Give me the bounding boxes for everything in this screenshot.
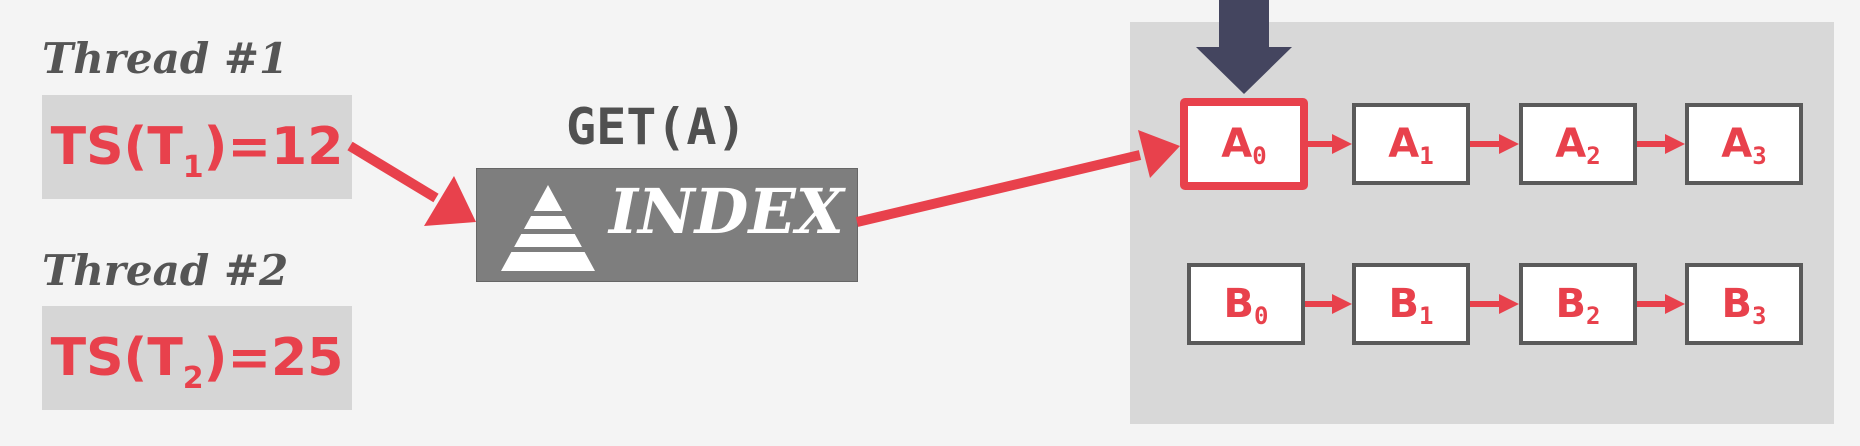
version-letter: B [1388,281,1420,327]
thread-1-label: Thread #1 [42,34,289,83]
version-letter: B [1721,281,1753,327]
index-box: INDEX [476,168,858,282]
ts-2-subscript: 2 [182,360,204,396]
ts-2-prefix: TS(T [50,328,183,388]
ts-2-suffix: )=25 [203,328,344,388]
thread-2-timestamp: TS(T 2)=25 [42,306,352,410]
version-letter: B [1223,281,1255,327]
thread-to-index-arrow-line [347,141,439,203]
thread-1-timestamp: TS(T 1)=12 [42,95,352,199]
version-subscript: 3 [1752,142,1767,170]
version-letter: B [1555,281,1587,327]
chain-arrowhead-a0-a1 [1332,134,1352,154]
get-operation-label: GET(A) [566,98,747,156]
version-letter: A [1555,121,1587,167]
version-letter: A [1721,121,1753,167]
index-to-a0-arrow-line [855,150,1142,227]
chain-arrowhead-b1-b2 [1499,294,1519,314]
version-subscript: 3 [1752,302,1767,330]
version-subscript: 2 [1586,302,1601,330]
down-arrow-icon [1196,47,1292,94]
chain-arrowhead-a2-a3 [1665,134,1685,154]
version-subscript: 2 [1586,142,1601,170]
index-label: INDEX [609,175,844,248]
version-letter: A [1221,121,1253,167]
version-subscript: 0 [1254,302,1269,330]
version-subscript: 0 [1252,142,1267,170]
thread-to-index-arrowhead [424,176,476,226]
ts-1-subscript: 1 [182,149,204,185]
ts-1-prefix: TS(T [50,117,183,177]
chain-arrowhead-b2-b3 [1665,294,1685,314]
chain-arrowhead-a1-a2 [1499,134,1519,154]
index-to-a0-arrowhead [1138,130,1180,178]
version-subscript: 1 [1419,302,1434,330]
version-subscript: 1 [1419,142,1434,170]
ts-1-suffix: )=12 [203,117,344,177]
chain-arrowhead-b0-b1 [1332,294,1352,314]
pointer-arrow-shaft [1219,0,1269,48]
pyramid-icon [493,185,603,271]
version-letter: A [1388,121,1420,167]
thread-2-label: Thread #2 [42,246,289,295]
